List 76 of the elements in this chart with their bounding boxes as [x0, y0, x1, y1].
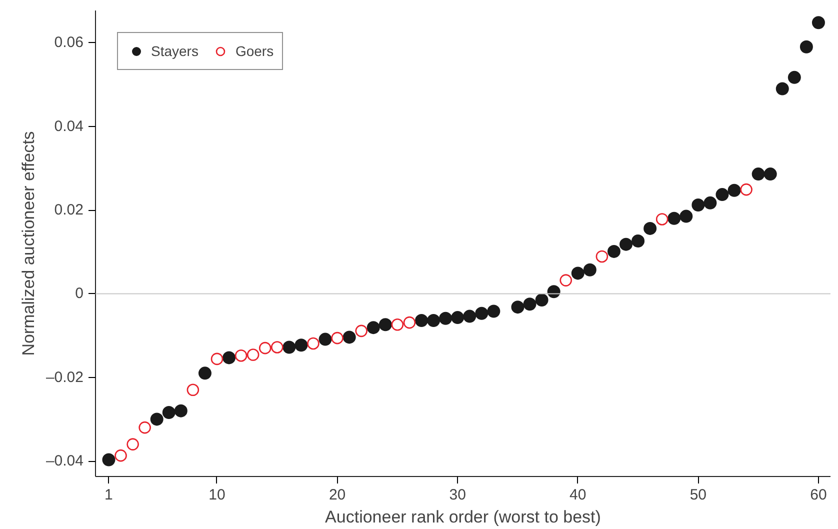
- point: [583, 263, 596, 276]
- point: [246, 348, 260, 361]
- point: [210, 352, 224, 366]
- point: [788, 70, 801, 84]
- point: [403, 316, 416, 329]
- point: [692, 198, 705, 212]
- point: [150, 412, 164, 426]
- point: [318, 332, 332, 346]
- legend-label: Stayers: [151, 43, 198, 59]
- point: [740, 183, 752, 196]
- point: [475, 306, 488, 320]
- point: [258, 342, 272, 354]
- y-axis-title: Normalized auctioneer effects: [18, 131, 38, 356]
- point: [222, 351, 236, 364]
- point: [547, 285, 560, 298]
- x-tick-label: 20: [328, 486, 346, 504]
- point: [198, 366, 212, 380]
- point: [632, 234, 645, 248]
- point: [571, 266, 584, 280]
- y-tick-label: 0: [75, 285, 84, 302]
- point: [307, 337, 320, 350]
- point: [704, 196, 717, 210]
- point: [644, 222, 657, 235]
- point: [270, 341, 284, 354]
- x-axis-title: Auctioneer rank order (worst to best): [325, 508, 601, 526]
- point: [752, 168, 765, 181]
- point: [391, 318, 404, 331]
- point: [415, 314, 428, 327]
- point: [366, 321, 380, 334]
- point: [186, 384, 200, 396]
- point: [174, 404, 188, 418]
- point: [331, 332, 344, 344]
- y-tick-label: –0.02: [46, 368, 84, 386]
- point: [596, 250, 608, 263]
- point: [487, 304, 500, 318]
- point: [668, 212, 681, 225]
- point: [294, 338, 308, 352]
- point: [378, 318, 392, 332]
- point: [355, 324, 368, 338]
- point: [234, 349, 248, 362]
- point: [620, 238, 632, 251]
- point: [427, 314, 440, 327]
- x-tick-label: 30: [449, 486, 466, 504]
- x-tick-label: 60: [810, 486, 827, 504]
- x-tick-label: 50: [690, 486, 707, 504]
- point: [716, 188, 729, 202]
- y-tick-label: 0.06: [54, 34, 84, 52]
- point: [511, 300, 524, 314]
- point: [162, 406, 176, 419]
- x-tick-label: 10: [208, 486, 226, 504]
- point: [560, 274, 572, 286]
- x-tick-label: 1: [104, 486, 113, 504]
- x-tick-label: 40: [570, 486, 586, 504]
- point: [523, 298, 536, 311]
- legend-label: Goers: [235, 43, 274, 59]
- point: [102, 453, 116, 466]
- point: [812, 16, 825, 30]
- y-tick-label: 0.02: [54, 202, 84, 219]
- point: [342, 330, 356, 344]
- point: [607, 244, 620, 258]
- point: [535, 293, 548, 306]
- point: [764, 168, 777, 181]
- y-tick-label: 0.04: [54, 118, 84, 135]
- point: [800, 40, 813, 54]
- point: [656, 213, 668, 226]
- point: [114, 449, 127, 462]
- y-tick-label: –0.04: [46, 452, 84, 470]
- point: [680, 210, 693, 223]
- point: [282, 340, 296, 354]
- point: [728, 184, 741, 197]
- point: [439, 312, 452, 325]
- point: [138, 421, 151, 434]
- point: [463, 310, 476, 323]
- point: [126, 438, 139, 450]
- point: [451, 311, 464, 324]
- point: [776, 82, 789, 96]
